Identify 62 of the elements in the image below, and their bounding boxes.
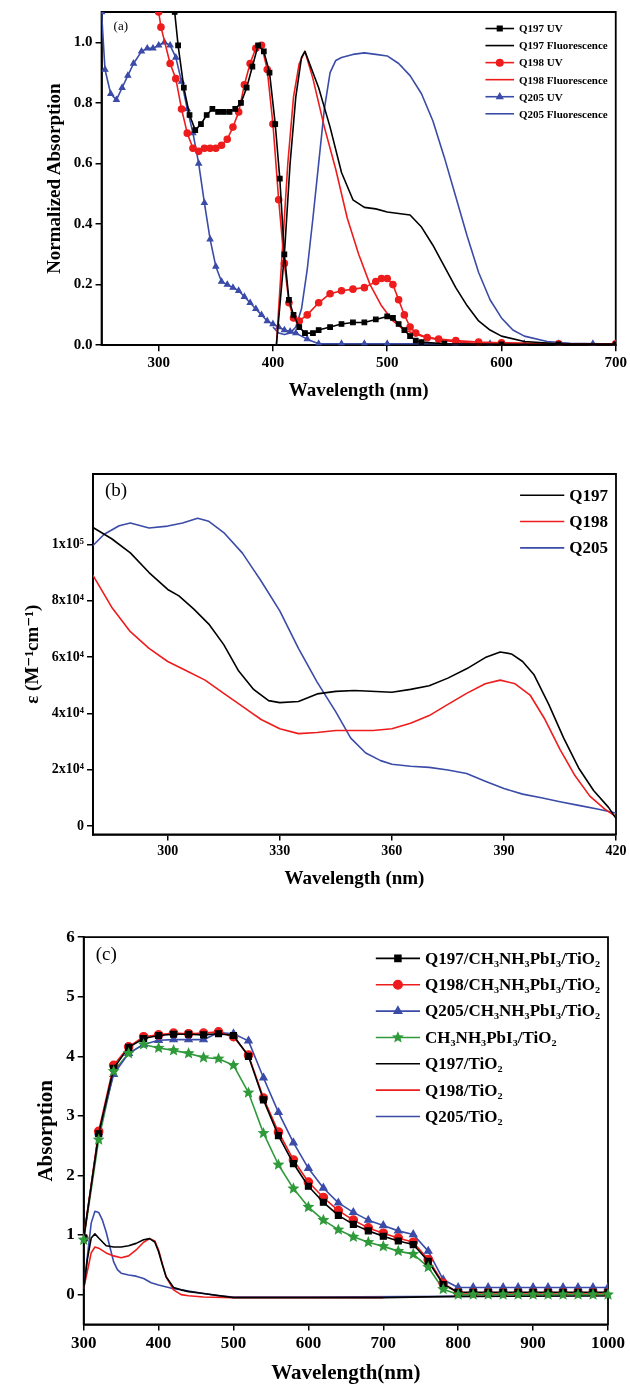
- y-tick-label: 2x10⁴: [51, 761, 85, 777]
- y-axis-title: ε (M⁻¹cm⁻¹): [21, 604, 44, 704]
- y-tick-label: 8x10⁴: [51, 592, 85, 608]
- legend-label: CH₃NH₃PbI₃/TiO₂: [425, 1027, 557, 1047]
- y-tick-label: 0: [77, 817, 84, 833]
- x-tick-label: 300: [70, 1332, 97, 1352]
- legend-label: Q197 UV: [519, 22, 563, 35]
- y-tick-label: 0: [66, 1284, 75, 1304]
- x-tick-label: 400: [145, 1332, 172, 1352]
- y-tick-label: 3: [66, 1105, 75, 1125]
- y-tick-label: 4x10⁴: [51, 704, 85, 720]
- legend-label: Q197 Fluorescence: [519, 39, 608, 52]
- y-tick-label: 1x10⁵: [51, 536, 84, 551]
- y-axis-title: Absorption: [33, 1079, 58, 1182]
- y-tick-label: 0.2: [73, 275, 93, 292]
- y-tick-label: 0.6: [73, 154, 94, 171]
- x-axis-title: Wavelength (nm): [288, 378, 429, 401]
- legend-label: Q205/TiO₂: [425, 1106, 503, 1126]
- legend-label: Q197: [569, 485, 609, 505]
- y-tick-label: 6: [66, 926, 75, 946]
- x-tick-label: 700: [370, 1332, 397, 1352]
- y-tick-label: 0.4: [73, 214, 94, 231]
- legend-label: Q198/TiO₂: [425, 1080, 503, 1100]
- legend-label: Q198/CH₃NH₃PbI₃/TiO₂: [425, 975, 601, 995]
- y-tick-label: 6x10⁴: [51, 648, 85, 664]
- x-tick-label: 300: [147, 354, 170, 371]
- legend-label: Q198: [569, 511, 609, 531]
- y-tick-label: 0.8: [73, 93, 93, 110]
- annotation: (a): [113, 17, 128, 33]
- x-tick-label: 400: [261, 354, 285, 371]
- y-tick-label: 0.0: [73, 336, 93, 353]
- x-tick-label: 500: [375, 354, 399, 371]
- legend-label: Q197/TiO₂: [425, 1054, 503, 1074]
- x-axis-title: Wavelength(nm): [271, 1359, 421, 1384]
- legend-label: Q197/CH₃NH₃PbI₃/TiO₂: [425, 948, 601, 968]
- x-tick-label: 900: [520, 1332, 546, 1352]
- x-tick-label: 800: [445, 1332, 471, 1352]
- legend-label: Q205 Fluorescence: [519, 107, 608, 120]
- y-tick-label: 1: [66, 1224, 75, 1244]
- legend-label: Q198 UV: [519, 56, 563, 69]
- y-axis-title: Normalized Absorption: [43, 82, 65, 274]
- x-tick-label: 600: [490, 354, 513, 371]
- x-axis-title: Wavelength (nm): [284, 866, 425, 889]
- legend-label: Q205 UV: [519, 90, 563, 103]
- x-tick-label: 700: [604, 354, 627, 371]
- y-tick-label: 1.0: [73, 33, 93, 50]
- x-tick-label: 360: [381, 843, 403, 859]
- annotation: (b): [105, 479, 128, 502]
- x-tick-label: 390: [493, 843, 515, 859]
- y-tick-label: 2: [66, 1164, 75, 1184]
- y-tick-label: 4: [66, 1045, 76, 1065]
- x-tick-label: 600: [295, 1332, 322, 1352]
- x-tick-label: 330: [269, 843, 291, 859]
- legend-label: Q205: [569, 538, 609, 558]
- x-tick-label: 1000: [591, 1332, 625, 1352]
- legend-label: Q205/CH₃NH₃PbI₃/TiO₂: [425, 1001, 601, 1021]
- x-tick-label: 420: [605, 843, 627, 859]
- annotation: (c): [95, 942, 117, 965]
- y-tick-label: 5: [66, 986, 75, 1006]
- legend-label: Q198 Fluorescence: [519, 73, 608, 86]
- x-tick-label: 500: [220, 1332, 247, 1352]
- x-tick-label: 300: [157, 843, 179, 859]
